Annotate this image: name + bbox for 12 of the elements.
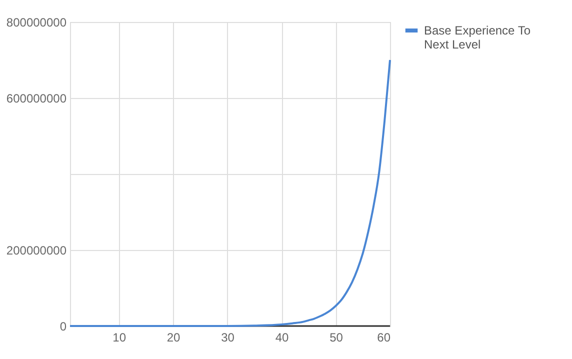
y-tick-label: 600000000 xyxy=(6,92,67,106)
line-series xyxy=(69,59,391,327)
x-tick-label: 50 xyxy=(330,330,344,344)
x-tick-label: 20 xyxy=(166,330,181,344)
x-tick-label: 10 xyxy=(112,330,126,344)
y-tick-label: 0 xyxy=(60,320,67,334)
legend-label: Base Experience To Next Level xyxy=(424,24,531,52)
x-tick-label: 30 xyxy=(221,330,235,344)
x-tick-label: 60 xyxy=(377,330,391,344)
y-tick-label: 200000000 xyxy=(6,244,67,258)
x-tick-label: 40 xyxy=(275,330,290,344)
y-tick-label: 800000000 xyxy=(6,16,67,30)
